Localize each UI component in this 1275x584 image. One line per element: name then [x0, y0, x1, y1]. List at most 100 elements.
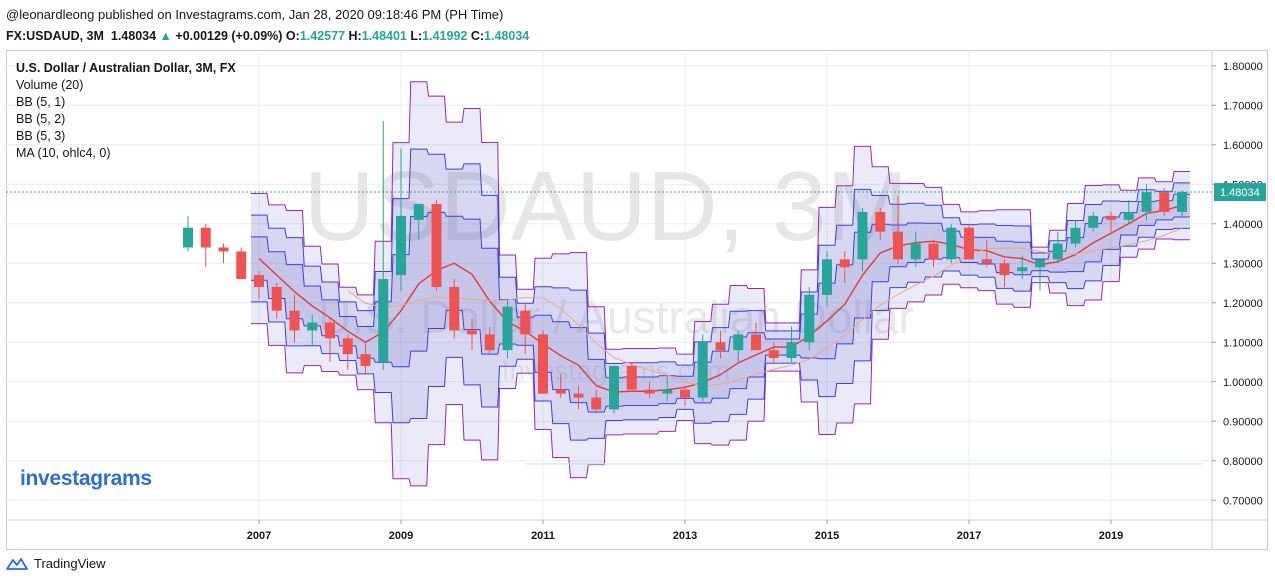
candle-body — [946, 227, 957, 260]
candle-body — [1088, 215, 1099, 228]
low-label: L: — [410, 29, 423, 43]
x-tick-label: 2011 — [531, 530, 555, 542]
price-change: +0.00129 (+0.09%) — [175, 29, 283, 43]
candle-body — [875, 211, 886, 232]
symbol-label[interactable]: FX:USDAUD, 3M — [6, 29, 104, 43]
candle-body — [893, 231, 903, 260]
candle-body — [768, 350, 779, 359]
y-tick-label: 1.00000 — [1223, 377, 1263, 389]
candle-body — [555, 389, 566, 394]
candle-body — [928, 243, 939, 260]
candle-body — [786, 342, 797, 359]
candle-body — [413, 204, 424, 220]
symbol-ohlc-bar: FX:USDAUD, 3M 1.48034 ▲ +0.00129 (+0.09%… — [6, 29, 529, 43]
candle-body — [502, 306, 513, 351]
candle-body — [697, 342, 708, 398]
candle-body — [1177, 192, 1187, 212]
candle-body — [289, 310, 300, 331]
indicator-legend: U.S. Dollar / Australian Dollar, 3M, FX … — [16, 60, 236, 162]
candle-body — [1035, 259, 1045, 268]
candle-body — [378, 279, 389, 363]
tradingview-footer[interactable]: TradingView — [6, 556, 106, 571]
candle-body — [857, 211, 868, 260]
candle-body — [360, 354, 371, 366]
high-label: H: — [348, 29, 362, 43]
candle-body — [715, 342, 726, 351]
high-value: 1.48401 — [361, 29, 407, 43]
bb-2-upper — [251, 148, 1190, 366]
close-value: 1.48034 — [484, 29, 530, 43]
bb-1-lower — [251, 216, 1190, 413]
candle-body — [538, 334, 548, 394]
candle-body — [964, 227, 974, 260]
candle-body — [236, 251, 247, 280]
y-tick-label: 1.40000 — [1223, 219, 1263, 231]
y-tick-label: 1.30000 — [1223, 258, 1263, 270]
open-label: O: — [285, 29, 300, 43]
candle-body — [1159, 192, 1170, 212]
candle-body — [609, 365, 619, 410]
investagrams-logo: investagrams — [20, 467, 152, 490]
legend-title: U.S. Dollar / Australian Dollar, 3M, FX — [16, 61, 236, 75]
candle-body — [484, 334, 495, 351]
candle-body — [449, 286, 460, 331]
last-price-tag-label: 1.48034 — [1220, 187, 1260, 199]
candle-body — [325, 322, 335, 339]
candle-body — [680, 389, 690, 398]
y-tick-label: 1.70000 — [1223, 100, 1263, 112]
candle-body — [467, 330, 477, 335]
publish-info: @leonardleong published on Investagrams.… — [6, 7, 504, 22]
legend-item-ma[interactable]: MA (10, ohlc4, 0) — [16, 146, 111, 160]
legend-item-bb2[interactable]: BB (5, 2) — [16, 112, 66, 126]
x-tick-label: 2015 — [815, 530, 839, 542]
candle-body — [999, 263, 1010, 276]
open-value: 1.42577 — [299, 29, 345, 43]
y-tick-label: 0.80000 — [1223, 456, 1263, 468]
candle-body — [804, 294, 815, 343]
legend-item-bb1[interactable]: BB (5, 1) — [16, 95, 66, 109]
candle-body — [751, 334, 761, 351]
candle-body — [520, 310, 531, 335]
candle-body — [662, 389, 673, 394]
bb-3-fill — [251, 81, 1190, 486]
last-price-tag — [1214, 183, 1266, 202]
x-tick-label: 2007 — [247, 530, 271, 542]
candle-body — [183, 227, 193, 248]
candle-body — [1052, 243, 1063, 260]
candle-body — [981, 259, 992, 264]
candle-body — [431, 204, 442, 287]
bb-2-lower — [251, 227, 1190, 441]
y-tick-label: 1.20000 — [1223, 298, 1263, 310]
x-tick-label: 2013 — [673, 530, 697, 542]
candle-body — [307, 322, 318, 331]
x-tick-label: 2009 — [389, 530, 413, 542]
y-tick-label: 1.10000 — [1223, 337, 1263, 349]
candle-body — [396, 215, 406, 276]
candle-body — [200, 227, 211, 248]
ma-line — [347, 227, 1183, 387]
candle-body — [1070, 227, 1081, 244]
price-chart[interactable]: USDAUD, 3MU.S. Dollar / Australian Dolla… — [6, 50, 1268, 550]
candle-body — [254, 275, 264, 287]
y-tick-label: 0.70000 — [1223, 495, 1263, 507]
candle-body — [839, 259, 850, 268]
candle-body — [573, 393, 584, 398]
candle-body — [1017, 267, 1028, 272]
candle-body — [271, 286, 282, 311]
chart-border — [6, 50, 1268, 550]
bb-basis-line — [258, 204, 1183, 393]
tradingview-logo-icon — [6, 557, 28, 570]
candle-body — [910, 243, 921, 260]
x-tick-label: 2017 — [957, 530, 981, 542]
tradingview-label: TradingView — [34, 556, 106, 571]
legend-item-volume[interactable]: Volume (20) — [16, 78, 84, 92]
y-tick-label: 1.60000 — [1223, 140, 1263, 152]
y-tick-label: 1.80000 — [1223, 61, 1263, 73]
candle-body — [733, 334, 744, 351]
candle-body — [1123, 211, 1134, 220]
candle-body — [626, 365, 637, 390]
candle-body — [218, 247, 229, 252]
legend-item-bb3[interactable]: BB (5, 3) — [16, 129, 66, 143]
candle-body — [591, 397, 602, 410]
change-up-icon: ▲ — [159, 29, 172, 43]
